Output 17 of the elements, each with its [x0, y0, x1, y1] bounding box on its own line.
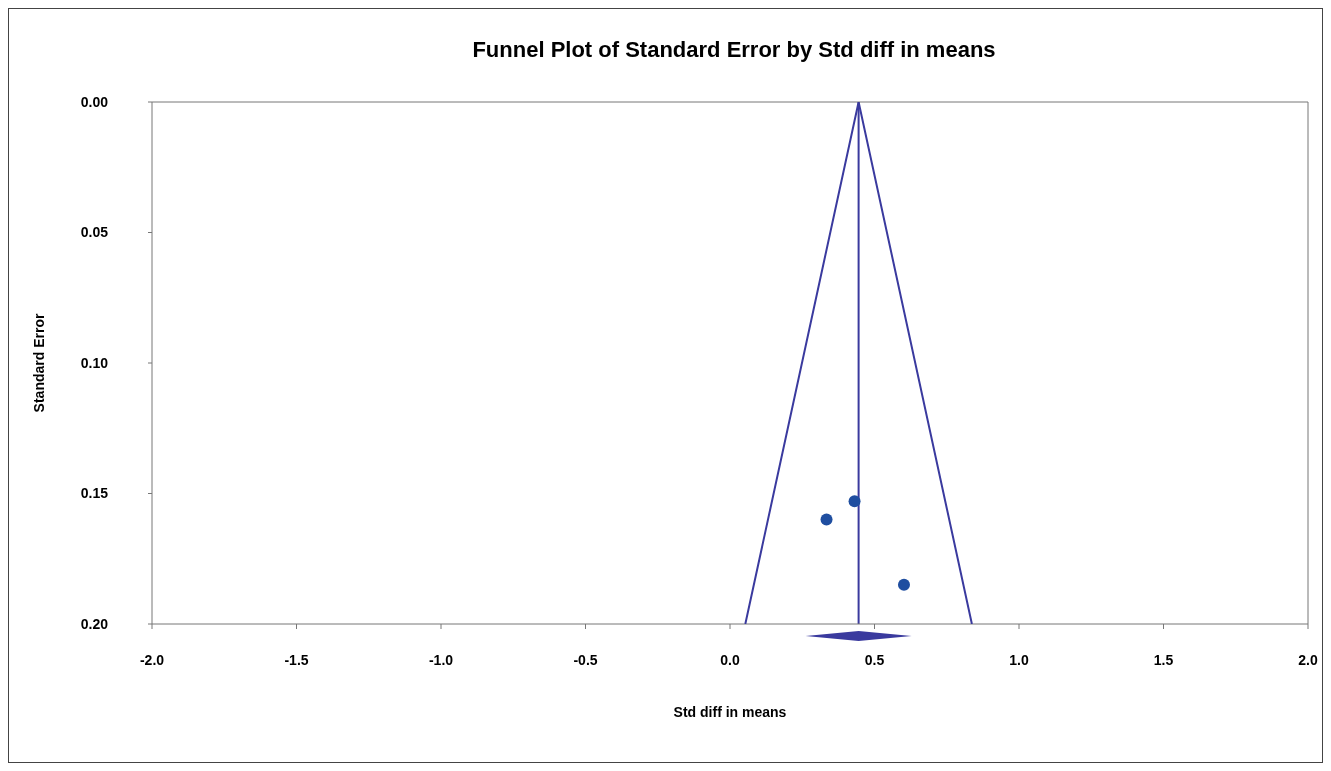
x-tick-label: -0.5	[573, 651, 598, 668]
x-tick-label: -2.0	[139, 651, 165, 668]
x-tick-label: 0.0	[720, 651, 740, 668]
x-tick-label: -1.0	[428, 651, 454, 668]
x-tick-label: -1.5	[284, 651, 309, 668]
chart-title: Funnel Plot of Standard Error by Std diff in means	[471, 37, 997, 63]
y-tick-label: 0.15	[80, 485, 109, 502]
y-tick-label: 0.10	[80, 354, 109, 371]
y-tick-label: 0.20	[80, 615, 109, 632]
x-tick-label: 1.5	[1153, 651, 1174, 668]
y-tick-label: 0.05	[80, 224, 109, 241]
x-tick-label: 0.5	[864, 651, 885, 668]
x-tick-label: 1.0	[1009, 651, 1029, 668]
y-axis-title: Standard Error	[30, 313, 47, 413]
x-tick-label: 2.0	[1298, 651, 1318, 668]
x-axis-title: Std diff in means	[673, 704, 787, 720]
y-tick-label: 0.00	[80, 93, 109, 110]
